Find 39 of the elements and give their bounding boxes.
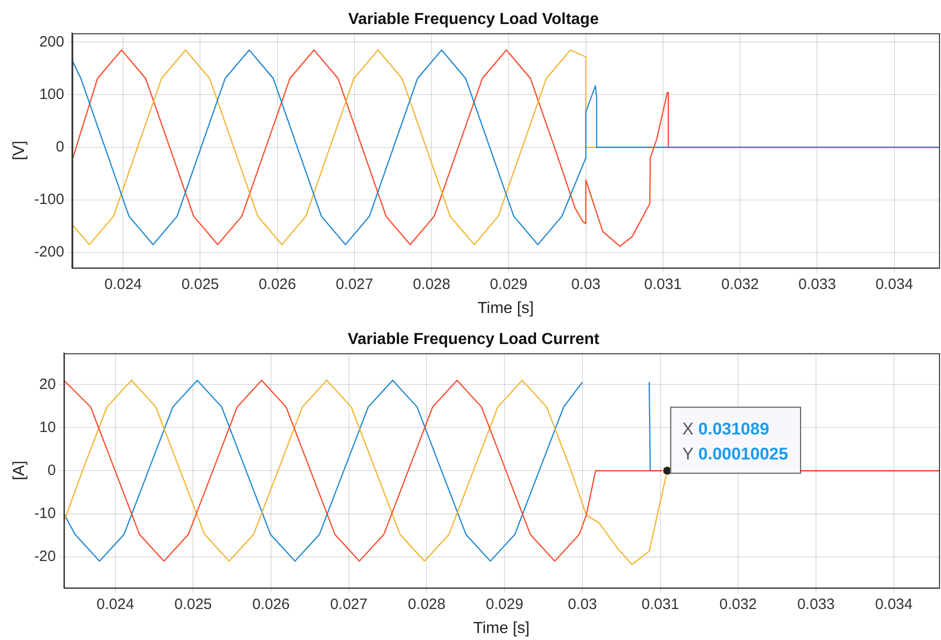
y-tick-label: 10 (39, 418, 56, 436)
x-tick-label: 0.024 (96, 596, 134, 613)
y-tick-label: 0 (56, 138, 64, 156)
x-tick-label: 0.028 (408, 596, 446, 613)
x-axis-title: Time [s] (477, 300, 534, 317)
x-tick-label: 0.026 (252, 596, 290, 613)
x-tick-label: 0.034 (876, 276, 914, 293)
x-tick-label: 0.029 (486, 596, 524, 613)
x-tick-label: 0.027 (336, 276, 374, 293)
y-tick-label: 0 (48, 462, 56, 479)
x-tick-label: 0.031 (644, 276, 682, 293)
chart-title: Variable Frequency Load Voltage (348, 11, 599, 28)
y-tick-label: -100 (34, 191, 64, 208)
y-tick-label: -10 (34, 504, 56, 522)
y-axis-title: [V] (11, 140, 28, 160)
x-tick-label: 0.032 (719, 596, 757, 613)
chart-title: Variable Frequency Load Current (348, 331, 600, 348)
x-tick-label: 0.034 (875, 596, 913, 613)
x-tick-label: 0.033 (797, 596, 835, 613)
x-tick-label: 0.033 (798, 276, 836, 293)
x-tick-label: 0.024 (104, 276, 142, 293)
x-tick-label: 0.03 (568, 596, 598, 613)
y-tick-label: -20 (34, 548, 56, 565)
x-tick-label: 0.026 (258, 276, 296, 293)
y-tick-label: 20 (39, 376, 56, 393)
x-tick-label: 0.027 (330, 596, 368, 613)
y-tick-label: 100 (39, 86, 64, 103)
x-tick-label: 0.03 (571, 276, 600, 293)
x-axis-title: Time [s] (473, 620, 530, 637)
y-axis-title: [A] (11, 460, 28, 480)
x-tick-label: 0.029 (490, 276, 528, 293)
y-tick-label: 200 (39, 33, 64, 50)
x-tick-label: 0.032 (721, 276, 759, 293)
annotation: X 0.031089 Y 0.00010025 (682, 420, 788, 464)
x-tick-label: 0.025 (181, 276, 220, 293)
y-tick-label: -200 (34, 244, 64, 261)
x-tick-label: 0.025 (174, 596, 212, 613)
x-tick-label: 0.031 (641, 596, 680, 613)
x-tick-label: 0.028 (412, 276, 450, 293)
